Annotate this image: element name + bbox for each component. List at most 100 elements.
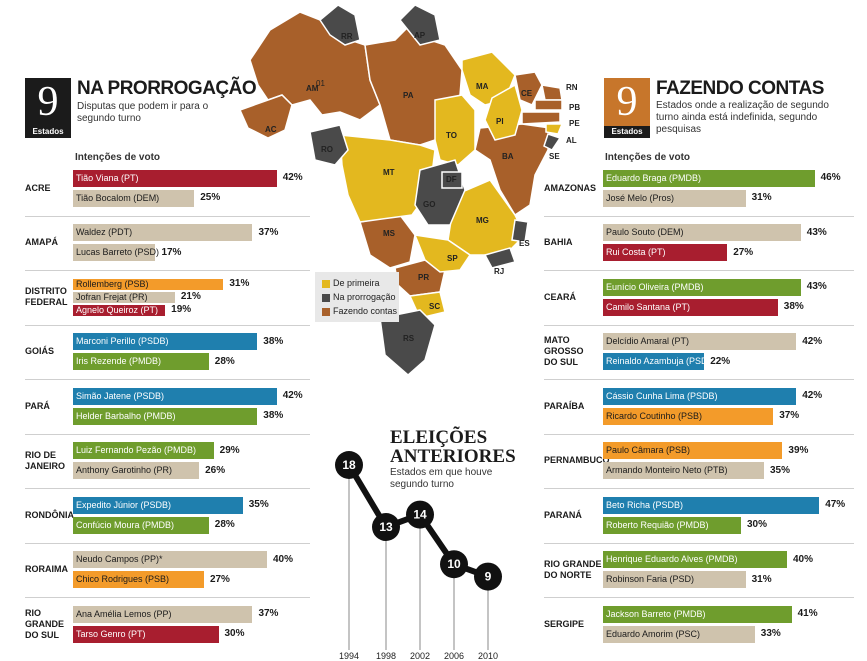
state-label-para: PARÁ [25,400,50,411]
map-label-pa: PA [403,91,414,100]
left-section-subtitle-1: Disputas que podem ir para o [77,101,209,112]
bar-marconi-perillo-psdb: Marconi Perillo (PSDB) [73,333,258,351]
bar-tarso-genro-pt: Tarso Genro (PT) [73,625,219,643]
bar-value: 47% [825,499,846,511]
bar-label: Eduardo Amorim (PSC) [606,628,701,639]
map-label-ac: AC [265,125,277,134]
bar-value: 41% [797,608,818,620]
state-label-parana: PARANÁ [544,509,582,520]
row-divider [25,597,310,598]
map-label-mg: MG [476,216,489,225]
bar-helder-barbalho-pmdb: Helder Barbalho (PMDB) [73,407,258,425]
bar-label: Delcídio Amaral (PT) [606,336,690,347]
legend-swatch-de-primeira [322,280,330,288]
bar-value: 31% [751,573,772,585]
x-tick-label: 2010 [478,651,498,661]
map-state-rs [379,309,436,376]
row-divider [544,270,854,271]
left-section-title: NA PRORROGAÇÃO [77,78,257,99]
map-label-ma: MA [476,82,489,91]
map-label-rn: RN [566,83,578,92]
state-label-roraima: RORAIMA [25,564,68,575]
bar-value: 37% [258,226,279,238]
bar-label: Helder Barbalho (PMDB) [76,410,176,421]
eleicoes-title-2: ANTERIORES [390,446,516,467]
bar-tiao-bocalom-dem: Tião Bocalom (DEM) [73,189,195,207]
bar-jackson-barreto-pmdb: Jackson Barreto (PMDB) [603,605,792,623]
bar-value: 40% [793,553,814,565]
bar-rui-costa-pt: Rui Costa (PT) [603,244,728,262]
bar-eunicio-oliveira-pmdb: Eunício Oliveira (PMDB) [603,278,801,296]
bar-value: 46% [820,172,841,184]
bar-tiao-viana-pt: Tião Viana (PT) [73,169,277,187]
bar-label: Waldez (PDT) [76,227,133,238]
bar-label: Neudo Campos (PP)* [76,554,163,565]
left-estados-label: Estados [25,126,71,138]
eleicoes-title-1: ELEIÇÕES [390,427,488,448]
data-label: 9 [485,570,492,584]
state-label-sergipe: SERGIPE [544,618,585,629]
map-state-ro [309,124,349,166]
map-state-ac [238,94,293,139]
bar-label: Simão Jatene (PSDB) [76,390,165,401]
map-state-rn [541,84,563,101]
legend-label-de-primeira: De primeira [333,278,380,288]
bar-value: 38% [783,301,804,313]
x-tick-label: 2002 [410,651,430,661]
map-label-se: SE [549,152,560,161]
bar-label: Lucas Barreto (PSD) [76,247,160,258]
bar-paulo-camara-psb: Paulo Câmara (PSB) [603,442,783,460]
bar-label: Eunício Oliveira (PMDB) [606,281,704,292]
bar-label: Expedito Júnior (PSDB) [76,499,172,510]
map-state-es [511,219,529,243]
data-point [372,513,400,541]
bar-value: 42% [282,172,303,184]
map-state-pe [521,111,561,125]
bar-chico-rodrigues-psb: Chico Rodrigues (PSB) [73,571,204,589]
bar-value: 25% [200,192,221,204]
bar-value: 30% [224,628,245,640]
bar-label: Reinaldo Azambuja (PSDB) [606,356,717,367]
state-label-acre: ACRE [25,182,51,193]
map-state-al [545,123,564,135]
state-label-pernambuco: PERNAMBUCO [544,455,610,466]
row-divider [25,379,310,380]
x-tick-label: 1994 [339,651,359,661]
data-point [474,562,502,591]
bar-label: Beto Richa (PSDB) [606,499,684,510]
bar-value: 21% [180,291,201,303]
map-state-ba [474,123,551,217]
data-point [406,500,434,529]
bar-armando-monteiro-neto-ptb: Armando Monteiro Neto (PTB) [603,462,764,480]
bar-anthony-garotinho-pr: Anthony Garotinho (PR) [73,462,200,480]
map-state-rr [319,4,361,46]
map-label-es: ES [519,239,530,248]
bar-simao-jatene-psdb: Simão Jatene (PSDB) [73,387,277,405]
bar-ana-amelia-lemos-pp: Ana Amélia Lemos (PP) [73,605,253,623]
bar-label: Eduardo Braga (PMDB) [606,172,702,183]
map-label-go: GO [423,200,436,209]
bar-label: Tião Bocalom (DEM) [76,192,160,203]
bar-value: 42% [282,390,303,402]
data-label: 14 [413,508,427,522]
map-label-rr: RR [341,32,353,41]
bar-value: 30% [747,519,768,531]
bar-label: Iris Rezende (PMDB) [76,356,162,367]
row-divider [25,270,310,271]
right-count-badge: 9 [604,78,650,126]
row-divider [25,324,310,326]
bar-value: 31% [229,278,250,290]
bar-value: 31% [751,192,772,204]
bar-label: Paulo Souto (DEM) [606,227,684,238]
legend-label-na-prorrogacao: Na prorrogação [333,292,396,302]
map-label-sp: SP [447,254,458,263]
row-divider [25,215,310,217]
bar-value: 37% [258,608,279,620]
map-label-ce: CE [521,89,533,98]
map-state-to [434,94,476,166]
bar-label: Rollemberg (PSB) [76,278,149,289]
x-tick-label: 2006 [444,651,464,661]
map-label-al: AL [566,136,577,145]
row-divider [544,324,854,326]
state-label-mato-grosso-do-sul: MATO GROSSO DO SUL [544,335,584,368]
